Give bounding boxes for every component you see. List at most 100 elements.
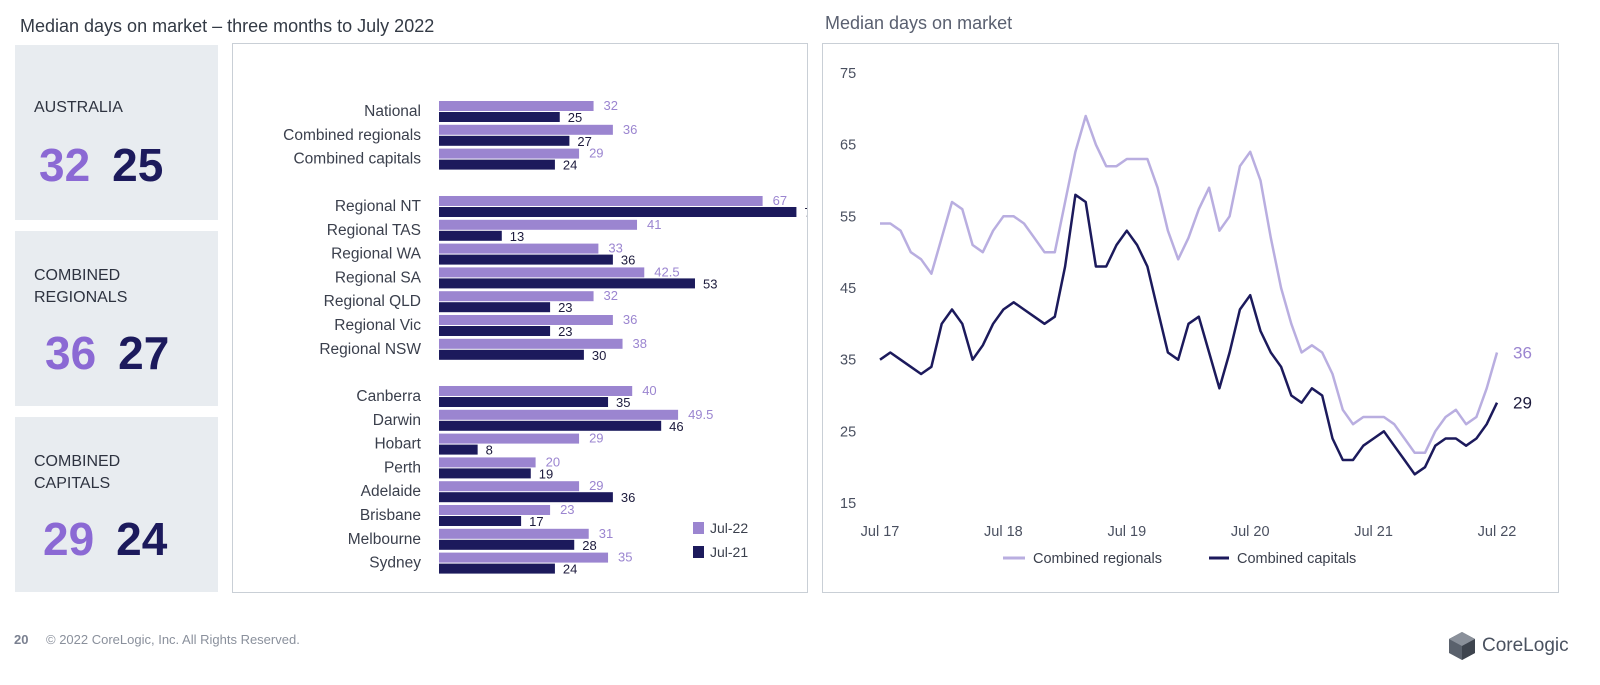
data-label-jul-21: 23 (558, 300, 572, 315)
bar-jul-21 (439, 254, 613, 265)
bar-jul-22 (439, 243, 599, 254)
category-label: Regional NSW (319, 341, 421, 358)
bar-jul-21 (439, 278, 695, 289)
stat-box-combined-regionals: COMBINED REGIONALS 36 27 (15, 231, 218, 406)
data-label-jul-22: 41 (647, 217, 661, 232)
x-tick-label: Jul 17 (861, 524, 900, 540)
y-tick-label: 15 (840, 496, 856, 512)
data-label-jul-22: 29 (589, 146, 603, 161)
stat-value-now: 29 (43, 513, 95, 565)
category-label: Sydney (369, 555, 421, 572)
series-line-combined-capitals (879, 193, 1499, 476)
category-label: Brisbane (360, 507, 421, 524)
legend-label-combined-regionals: Combined regionals (1033, 551, 1162, 567)
stat-label: COMBINED CAPITALS (34, 453, 121, 492)
data-label-jul-21: 23 (558, 324, 572, 339)
corelogic-cube-icon (1449, 632, 1475, 660)
bar-jul-22 (439, 386, 633, 396)
x-tick-label: Jul 22 (1478, 524, 1517, 540)
end-label: 29 (1513, 394, 1532, 413)
category-label: Regional TAS (327, 222, 421, 239)
y-tick-label: 55 (840, 209, 856, 225)
category-label: National (364, 103, 421, 120)
x-tick-label: Jul 21 (1354, 524, 1393, 540)
y-tick-label: 75 (840, 66, 856, 82)
bar-jul-21 (439, 207, 797, 217)
stat-value-now: 32 (39, 139, 91, 191)
bar-jul-21 (439, 444, 478, 455)
line-chart: 75 65 55 45 35 25 15 Jul 17 Jul 18 Jul 19 Jul 20 Ju… (840, 66, 1532, 567)
legend-label-jul-21: Jul-21 (710, 544, 748, 560)
category-label: Combined capitals (293, 151, 421, 168)
data-label-jul-22: 49.5 (688, 407, 713, 422)
x-tick-label: Jul 20 (1231, 524, 1270, 540)
category-label: Combined regionals (283, 127, 421, 144)
bar-jul-21 (439, 159, 555, 170)
bar-jul-21 (439, 516, 522, 526)
stat-value-now: 36 (45, 327, 97, 379)
data-label-jul-21: 8 (486, 443, 493, 458)
bar-jul-21 (439, 468, 531, 479)
data-label-jul-21: 35 (616, 395, 630, 410)
category-label: Regional SA (335, 269, 422, 286)
stat-values: 32 25 (39, 138, 163, 192)
legend-swatch-jul-22 (693, 522, 704, 534)
data-label-jul-22: 40 (642, 383, 656, 398)
data-label-jul-22: 32 (604, 98, 618, 113)
data-label-jul-21: 36 (621, 490, 635, 505)
data-label-jul-21: 24 (563, 158, 577, 173)
category-label: Canberra (356, 388, 421, 405)
end-label: 36 (1513, 344, 1532, 363)
bar-jul-21 (439, 326, 551, 336)
bar-jul-22 (439, 291, 594, 302)
data-label-jul-22: 31 (599, 526, 613, 541)
bar-jul-22 (439, 101, 594, 111)
data-label-jul-21: 53 (703, 276, 717, 291)
bar-jul-21 (439, 420, 662, 431)
stat-box-australia: AUSTRALIA 32 25 (15, 45, 218, 220)
bar-jul-22 (439, 196, 763, 206)
bar-jul-21 (439, 302, 551, 313)
logo-text: CoreLogic (1482, 635, 1569, 656)
category-label: Regional QLD (324, 293, 421, 310)
stat-values: 36 27 (45, 326, 169, 380)
y-tick-label: 35 (840, 353, 856, 369)
data-label-jul-22: 42.5 (654, 264, 679, 279)
data-label-jul-22: 23 (560, 502, 574, 517)
stat-label: COMBINED REGIONALS (34, 267, 128, 306)
data-label-jul-21: 36 (621, 253, 635, 268)
stat-value-prev: 25 (112, 139, 164, 191)
category-label: Hobart (374, 436, 421, 453)
stat-value-prev: 24 (116, 513, 168, 565)
data-label-jul-22: 33 (608, 241, 622, 256)
data-label-jul-21: 28 (582, 538, 596, 553)
bar-chart-panel: National 32 25 Combined regionals 36 27 Combin… (232, 43, 819, 593)
bar-jul-22 (439, 433, 580, 444)
data-label-jul-21: 25 (568, 110, 582, 125)
data-label-jul-21: 13 (510, 229, 524, 244)
data-label-jul-22: 36 (623, 312, 637, 327)
legend-swatch-jul-21 (693, 546, 704, 558)
bar-jul-21 (439, 135, 570, 146)
data-label-jul-21: 24 (563, 562, 577, 577)
stat-value-prev: 27 (118, 327, 170, 379)
bar-jul-22 (439, 409, 679, 420)
line-chart-panel: 75 65 55 45 35 25 15 Jul 17 Jul 18 Jul 19 Jul 20 Ju… (822, 43, 1559, 593)
data-label-jul-22: 32 (604, 288, 618, 303)
bar-jul-21 (439, 563, 555, 574)
bar-chart: National 32 25 Combined regionals 36 27 Combin… (283, 98, 819, 577)
data-label-jul-21: 30 (592, 348, 606, 363)
bar-jul-21 (439, 397, 609, 407)
category-label: Regional NT (335, 198, 422, 215)
legend-label-combined-capitals: Combined capitals (1237, 551, 1356, 567)
category-label: Adelaide (361, 483, 421, 500)
x-tick-label: Jul 19 (1107, 524, 1146, 540)
stat-label: AUSTRALIA (34, 99, 123, 116)
data-label-jul-21: 46 (669, 419, 683, 434)
category-label: Darwin (373, 412, 421, 429)
bar-jul-22 (439, 124, 613, 135)
bar-jul-21 (439, 112, 560, 122)
page-number: 20 (14, 632, 29, 647)
data-label-jul-21: 19 (539, 466, 553, 481)
x-tick-label: Jul 18 (984, 524, 1023, 540)
